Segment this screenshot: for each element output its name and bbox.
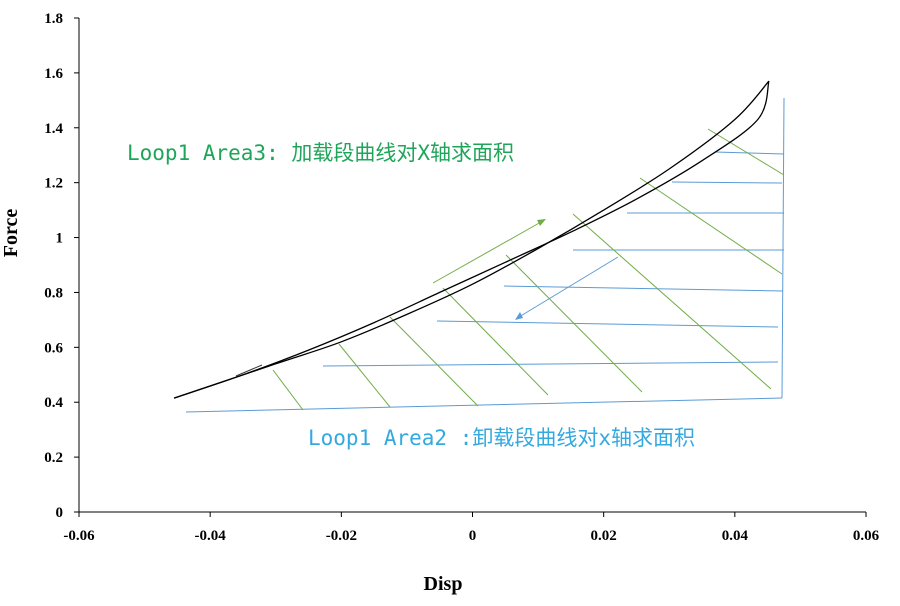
y-tick-label: 1.4 [44, 121, 63, 137]
y-tick-label: 1.6 [44, 66, 63, 82]
loading-area-hatch [272, 128, 785, 411]
y-axis-ticks: 0 0.2 0.4 0.6 0.8 1 1.2 1.4 1.6 1.8 [44, 11, 79, 521]
y-tick-label: 0.8 [44, 285, 63, 301]
x-axis-ticks: -0.06 -0.04 -0.02 0 0.02 0.04 0.06 [63, 512, 880, 544]
unloading-area-hatch [185, 97, 785, 413]
loading-curve [173, 80, 770, 399]
y-tick-label: 1.8 [44, 11, 63, 27]
annotation-loading-area: Loop1 Area3: 加载段曲线对X轴求面积 [127, 141, 514, 165]
y-tick-label: 0 [56, 505, 64, 521]
y-tick-label: 0.2 [44, 450, 63, 466]
x-tick-label: 0.02 [591, 528, 617, 544]
loading-pointer-arrowhead [537, 219, 546, 226]
loading-pointer-arrow [432, 221, 542, 284]
unloading-curve [173, 80, 770, 399]
x-tick-label: -0.06 [63, 528, 95, 544]
y-axis-title: Force [0, 209, 22, 258]
x-axis-title: Disp [424, 573, 463, 595]
small-tick-segment [235, 364, 263, 377]
annotation-unloading-area: Loop1 Area2 :卸载段曲线对x轴求面积 [308, 426, 695, 450]
series-group [173, 80, 770, 399]
y-tick-label: 1 [56, 231, 64, 247]
x-tick-label: 0.04 [722, 528, 749, 544]
x-tick-label: -0.02 [326, 528, 357, 544]
x-tick-label: -0.04 [195, 528, 227, 544]
x-tick-label: 0.06 [853, 528, 880, 544]
x-tick-label: 0 [469, 528, 477, 544]
unloading-pointer-arrowhead [515, 312, 523, 320]
unloading-pointer-arrow [518, 256, 619, 318]
y-tick-label: 0.4 [44, 395, 63, 411]
y-tick-label: 1.2 [44, 176, 63, 192]
y-tick-label: 0.6 [44, 340, 63, 356]
annotation-arrows [235, 219, 619, 377]
